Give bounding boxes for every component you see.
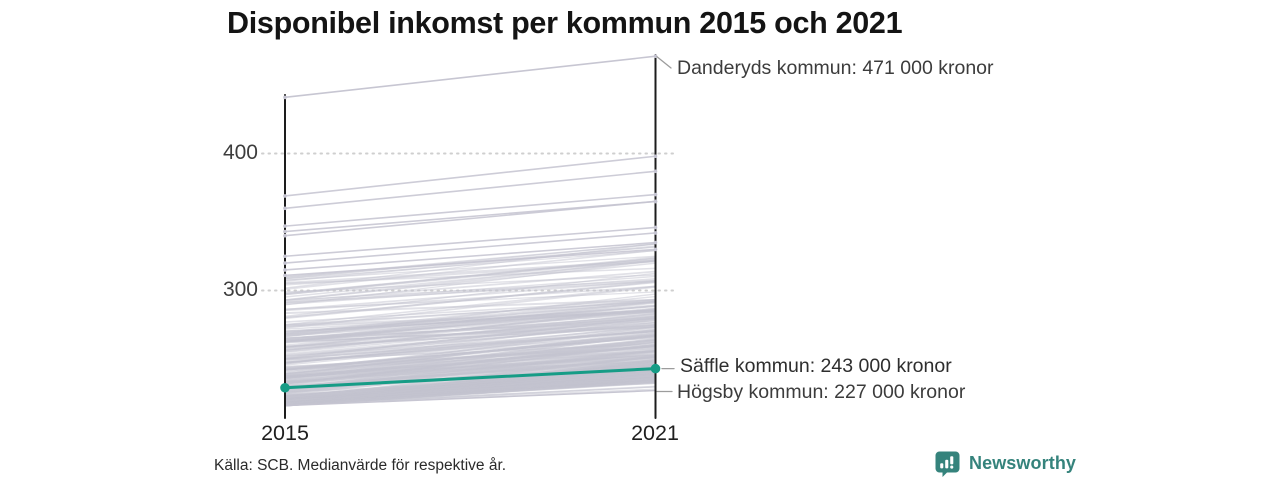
y-axis-tick-300: 300 xyxy=(222,278,258,301)
page-title: Disponibel inkomst per kommun 2015 och 2… xyxy=(227,6,903,40)
y-axis-tick-400: 400 xyxy=(222,141,258,164)
annotation-danderyd: Danderyds kommun: 471 000 kronor xyxy=(677,57,994,79)
annotation-hogsby: Högsby kommun: 227 000 kronor xyxy=(677,381,966,403)
annotation-saffle: Säffle kommun: 243 000 kronor xyxy=(680,355,952,377)
brand-name: Newsworthy xyxy=(969,453,1077,473)
brand-lockup: Newsworthy xyxy=(934,450,1076,477)
x-axis-label-2021: 2021 xyxy=(631,421,679,445)
x-axis-label-2015: 2015 xyxy=(261,421,309,445)
newsworthy-pin-barchart-icon xyxy=(935,451,960,477)
source-note: Källa: SCB. Medianvärde för respektive å… xyxy=(214,457,507,474)
